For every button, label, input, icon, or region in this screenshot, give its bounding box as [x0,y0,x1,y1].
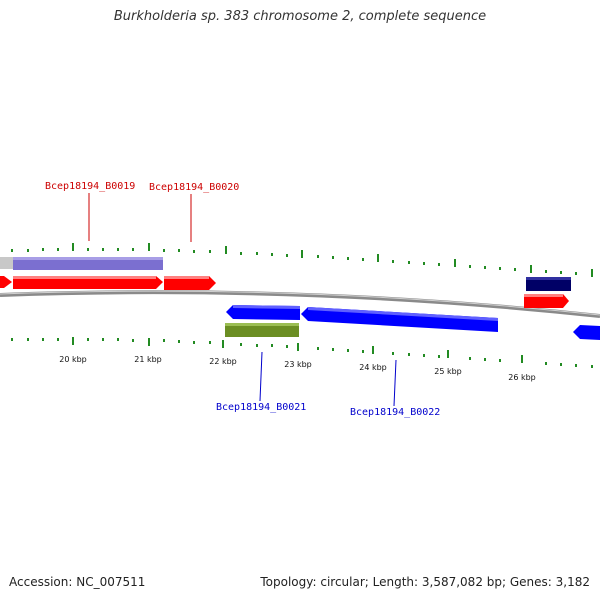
label-leader-b0021 [259,351,263,402]
scale-label: 24 kbp [359,363,387,372]
scale-label: 23 kbp [284,360,312,369]
gene-arrow-reverse[interactable] [301,307,498,332]
scale-label: 26 kbp [508,373,536,382]
gene-arrow-forward[interactable] [524,294,569,308]
forward-genes [0,276,569,308]
inner-ticks [11,337,593,368]
gene-arrow-forward[interactable] [164,276,216,290]
scale-label: 21 kbp [134,355,162,364]
map-title: Burkholderia sp. 383 chromosome 2, compl… [113,9,487,24]
olive-feature[interactable] [225,323,299,337]
gray-feature[interactable] [0,257,13,269]
chromosome-backbone [0,290,600,318]
gene-arrow-reverse[interactable] [226,305,300,320]
gene-arrow-forward[interactable] [13,276,163,289]
gene-arrow-reverse[interactable] [573,325,600,340]
sequence-summary: Topology: circular; Length: 3,587,082 bp… [260,575,590,589]
scale-labels: 20 kbp 21 kbp 22 kbp 23 kbp 24 kbp 25 kb… [59,355,536,382]
outer-ticks [11,243,593,277]
scale-label: 22 kbp [209,357,237,366]
accession-text: Accession: NC_007511 [9,575,146,589]
reverse-genes [226,305,600,340]
gene-label-b0020[interactable]: Bcep18194_B0020 [149,182,239,193]
gene-arrow-forward[interactable] [0,276,12,288]
purple-feature[interactable] [13,257,163,270]
navy-feature[interactable] [526,277,571,291]
gene-label-b0022[interactable]: Bcep18194_B0022 [350,407,440,418]
label-leader-b0022 [393,359,397,407]
scale-label: 25 kbp [434,367,462,376]
gene-label-b0021[interactable]: Bcep18194_B0021 [216,402,306,413]
scale-label: 20 kbp [59,355,87,364]
gene-label-b0019[interactable]: Bcep18194_B0019 [45,181,135,192]
